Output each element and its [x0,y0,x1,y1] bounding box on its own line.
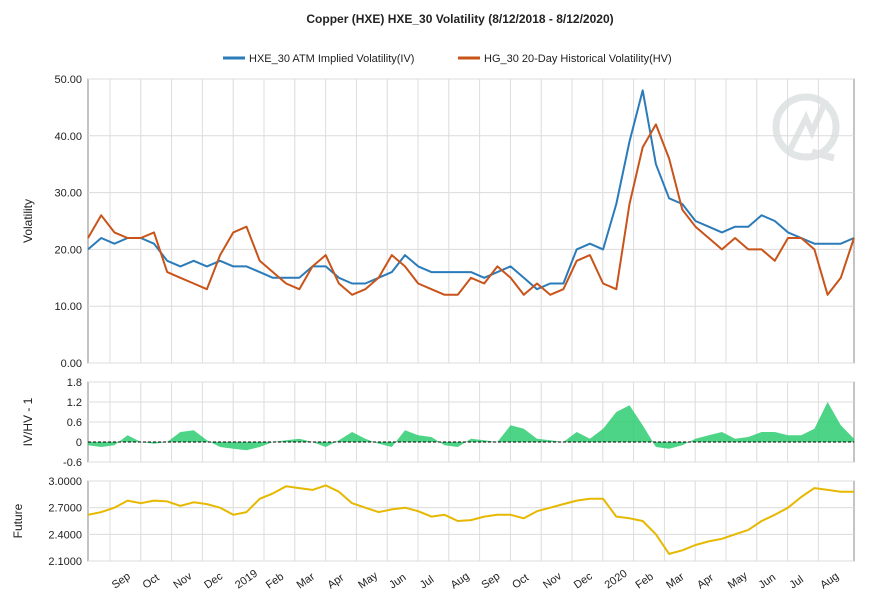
legend-iv-label: HXE_30 ATM Implied Volatility(IV) [249,53,414,65]
iv-series-line [87,89,855,291]
y-tick-label: 1.8 [67,377,82,389]
legend-hv-label: HG_30 20-Day Historical Volatility(HV) [484,53,672,65]
legend: HXE_30 ATM Implied Volatility(IV) HG_30 … [223,53,672,65]
y-tick-label: 30.00 [54,188,82,200]
future-series-line [87,484,854,555]
chart-title: Copper (HXE) HXE_30 Volatility (8/12/201… [306,12,613,26]
watermark-logo-icon [772,93,840,162]
y-tick-label: 0 [76,437,82,449]
y-tick-label: 0.00 [61,358,82,370]
y-tick-label: 3.0000 [48,476,82,488]
hv-series-line [87,123,855,296]
y-tick-label: 2.1000 [48,556,82,568]
y-tick-label: 2.4000 [48,529,82,541]
volatility-axis-label: Volatility [21,199,35,243]
y-tick-label: 2.7000 [48,503,82,515]
y-tick-label: 10.00 [54,301,82,313]
y-tick-label: 0.6 [67,417,82,429]
ratio-area [88,402,854,451]
y-tick-label: -0.6 [63,457,82,469]
ratio-axis-label: IV/HV - 1 [21,397,35,446]
y-tick-label: 20.00 [54,244,82,256]
y-tick-label: 40.00 [54,131,82,143]
series-layer [87,89,855,555]
future-axis-label: Future [11,503,25,538]
y-tick-label: 50.00 [54,74,82,86]
y-tick-label: 1.2 [67,397,82,409]
